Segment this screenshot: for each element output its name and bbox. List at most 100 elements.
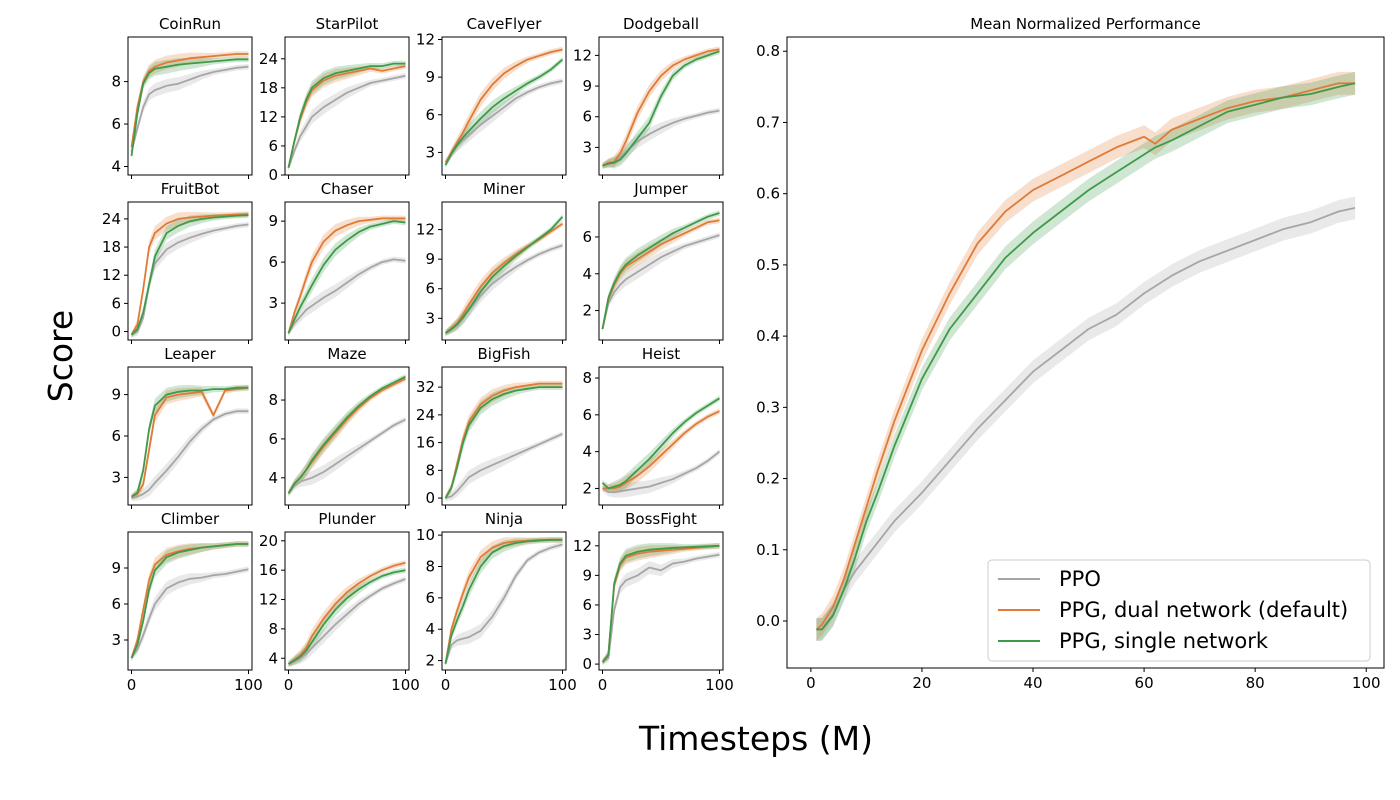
y-tick-label: 16 <box>259 561 278 579</box>
y-tick-label: 9 <box>582 566 592 584</box>
series-line-ppg-single-network <box>601 397 720 490</box>
series-band-ppg-dual-network-default <box>131 541 249 661</box>
legend-label-ppg-dual-network-default: PPG, dual network (default) <box>1059 598 1348 622</box>
y-tick-label: 3 <box>425 309 435 327</box>
series-line-ppo <box>287 418 406 494</box>
x-tick-label: 100 <box>705 676 734 694</box>
y-tick-label: 0.7 <box>756 113 780 131</box>
series-band-ppg-single-network <box>602 395 720 493</box>
panel-frame <box>127 201 253 341</box>
y-tick-label: 2 <box>582 302 592 320</box>
series-band-ppg-single-network <box>602 210 720 332</box>
series-line-ppg-single-network <box>130 386 249 498</box>
panel-title: CaveFlyer <box>467 15 543 33</box>
series-line-ppg-single-network <box>601 212 720 330</box>
series-line-ppo <box>287 258 406 334</box>
series-line-ppg-dual-network-default <box>815 82 1356 631</box>
panel-title: Maze <box>327 345 366 363</box>
y-tick-label: 6 <box>268 137 278 155</box>
series-band-ppo <box>445 431 563 501</box>
x-tick-label: 20 <box>912 674 931 692</box>
series-line-ppo <box>602 450 721 493</box>
y-tick-label: 4 <box>582 265 592 283</box>
y-tick-label: 3 <box>268 294 278 312</box>
y-tick-label: 4 <box>582 443 592 461</box>
panel-frame <box>284 366 410 506</box>
panel-fruitbot: FruitBot 0 6 12 18 24 <box>102 180 253 344</box>
series-band-ppg-dual-network-default <box>602 408 720 494</box>
panel-coinrun: CoinRun 4 6 8 <box>111 15 253 179</box>
series-line-ppo <box>816 207 1356 631</box>
series-line-ppg-single-network <box>287 375 406 494</box>
series-line-ppg-single-network <box>816 82 1356 631</box>
series-line-ppo <box>601 234 720 330</box>
series-line-ppg-single-network <box>130 58 249 157</box>
series-band-ppo <box>131 221 249 338</box>
series-band-ppo <box>602 551 720 665</box>
series-band-ppg-single-network <box>288 218 406 336</box>
panel-title: Dodgeball <box>623 15 699 33</box>
y-tick-label: 3 <box>425 143 435 161</box>
x-tick-label: 0 <box>127 676 137 694</box>
series-line-ppg-dual-network-default <box>602 410 720 490</box>
series-line-ppg-single-network <box>287 220 406 334</box>
panel-mean-normalized-performance: Mean Normalized Performance 0 20 40 60 80 100 0… <box>756 15 1385 692</box>
y-tick-label: 6 <box>582 108 592 126</box>
y-tick-label: 0.0 <box>756 612 780 630</box>
series-band-ppo <box>445 242 563 336</box>
panel-title: CoinRun <box>159 15 221 33</box>
panel-bossfight: BossFight 0 100 0 3 6 9 12 <box>573 510 734 694</box>
panel-frame <box>441 531 567 671</box>
y-tick-label: 2 <box>582 479 592 497</box>
y-tick-label: 6 <box>111 427 121 445</box>
series-band-ppo <box>602 448 720 498</box>
series-band-ppg-dual-network-default <box>131 384 249 500</box>
series-band-ppo <box>602 232 720 332</box>
y-tick-label: 18 <box>102 238 121 256</box>
series-band-ppo <box>131 566 249 661</box>
y-tick-label: 4 <box>268 649 278 667</box>
panel-title: Miner <box>483 180 526 198</box>
panel-maze: Maze 4 6 8 <box>268 345 410 509</box>
legend: PPO PPG, dual network (default) PPG, singl… <box>987 559 1371 662</box>
y-tick-label: 9 <box>111 559 121 577</box>
series-line-ppo <box>444 543 563 664</box>
panel-frame <box>127 531 253 671</box>
y-tick-label: 24 <box>102 210 121 228</box>
panel-leaper: Leaper 3 6 9 <box>111 345 253 509</box>
panel-title: Chaser <box>321 180 374 198</box>
panel-frame <box>284 36 410 176</box>
y-tick-label: 8 <box>268 391 278 409</box>
series-line-ppg-dual-network-default <box>287 217 406 334</box>
series-band-ppg-dual-network-default <box>602 46 720 169</box>
series-line-ppo <box>445 433 563 499</box>
panel-chaser: Chaser 3 6 9 <box>268 180 410 344</box>
x-tick-label: 80 <box>1246 674 1265 692</box>
series-band-ppg-dual-network-default <box>131 211 249 338</box>
legend-label-ppo: PPO <box>1059 567 1101 591</box>
series-line-ppg-single-network <box>287 62 406 168</box>
y-tick-label: 6 <box>268 430 278 448</box>
panel-frame <box>786 36 1385 669</box>
series-band-ppg-single-network <box>288 60 406 171</box>
y-tick-label: 12 <box>416 31 435 49</box>
panel-title: Jumper <box>633 180 688 198</box>
series-line-ppg-dual-network-default <box>444 48 563 163</box>
panel-frame <box>441 366 567 506</box>
series-line-ppo <box>130 65 249 152</box>
panel-frame <box>284 531 410 671</box>
series-line-ppo <box>602 109 720 167</box>
series-line-ppo <box>131 410 249 499</box>
panel-title: Heist <box>642 345 680 363</box>
x-tick-label: 0 <box>598 676 608 694</box>
panel-frame <box>598 366 724 506</box>
panel-title: FruitBot <box>161 180 220 198</box>
series-line-ppg-dual-network-default <box>287 561 406 665</box>
y-tick-label: 4 <box>268 469 278 487</box>
y-tick-label: 3 <box>582 138 592 156</box>
x-tick-label: 0 <box>806 674 816 692</box>
panel-title: BigFish <box>477 345 530 363</box>
y-tick-label: 12 <box>573 537 592 555</box>
series-band-ppo <box>445 78 563 168</box>
